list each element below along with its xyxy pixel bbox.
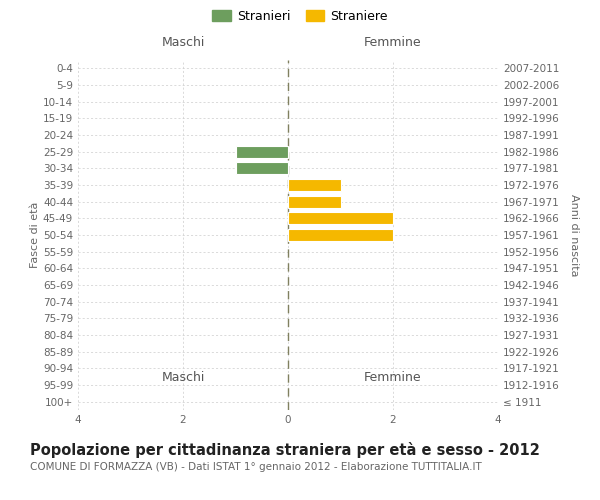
Y-axis label: Anni di nascita: Anni di nascita xyxy=(569,194,579,276)
Text: COMUNE DI FORMAZZA (VB) - Dati ISTAT 1° gennaio 2012 - Elaborazione TUTTITALIA.I: COMUNE DI FORMAZZA (VB) - Dati ISTAT 1° … xyxy=(30,462,482,472)
Legend: Stranieri, Straniere: Stranieri, Straniere xyxy=(208,6,392,26)
Text: Femmine: Femmine xyxy=(364,372,422,384)
Bar xyxy=(288,196,341,207)
Bar xyxy=(288,179,341,191)
Text: Maschi: Maschi xyxy=(161,36,205,50)
Text: Femmine: Femmine xyxy=(364,36,422,50)
Text: Maschi: Maschi xyxy=(161,372,205,384)
Bar xyxy=(235,162,288,174)
Text: Popolazione per cittadinanza straniera per età e sesso - 2012: Popolazione per cittadinanza straniera p… xyxy=(30,442,540,458)
Y-axis label: Fasce di età: Fasce di età xyxy=(30,202,40,268)
Bar xyxy=(288,212,393,224)
Bar xyxy=(288,229,393,241)
Bar xyxy=(235,146,288,158)
